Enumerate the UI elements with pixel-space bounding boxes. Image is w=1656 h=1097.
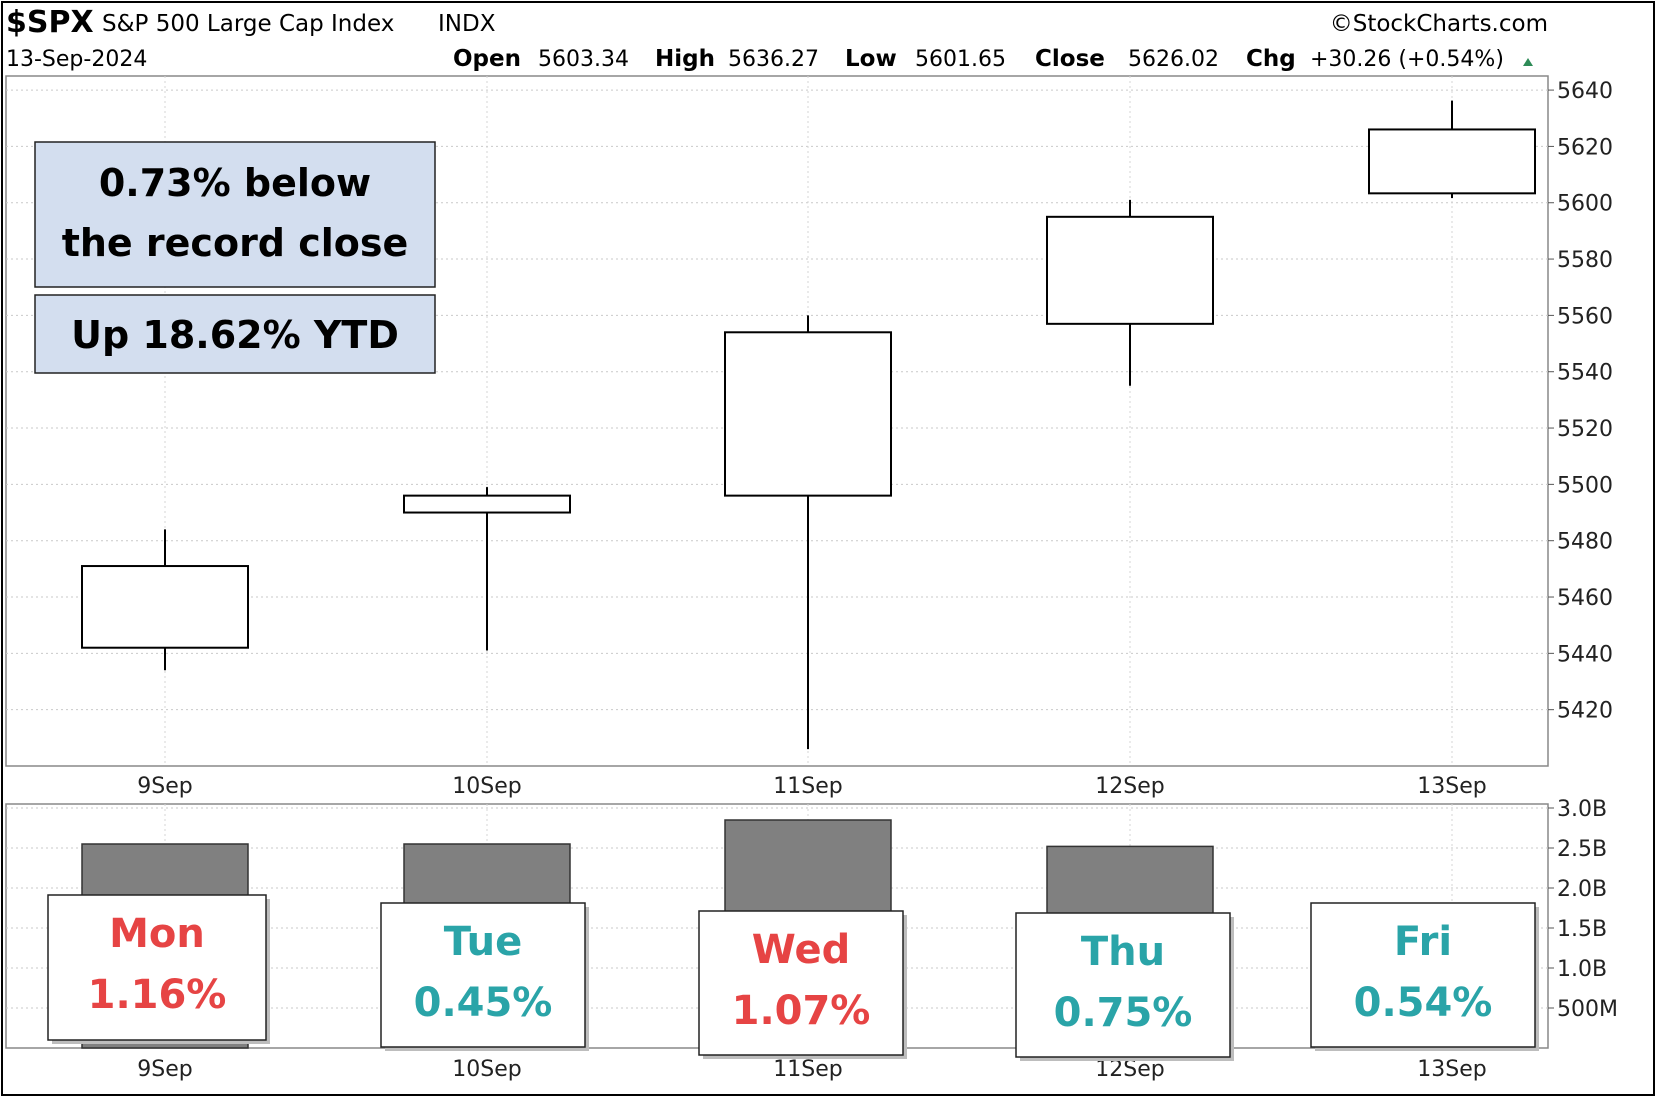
candle-body — [403, 494, 571, 514]
day-name: Fri — [1394, 919, 1452, 965]
watermark: ©StockCharts.com — [1330, 11, 1548, 37]
index-name: S&P 500 Large Cap Index — [102, 11, 394, 37]
chart-date: 13-Sep-2024 — [6, 47, 147, 72]
volume-x-axis: 9Sep 10Sep 11Sep 12Sep 13Sep — [137, 1057, 1486, 1082]
price-tick-label: 5520 — [1557, 417, 1613, 442]
candles — [81, 100, 1536, 750]
day-percent-change: 1.07% — [732, 988, 871, 1034]
high-value: 5636.27 — [728, 47, 819, 72]
volume-tick-label: 1.0B — [1557, 957, 1607, 982]
volume-x-tick-label: 10Sep — [452, 1057, 521, 1082]
chg-value: +30.26 (+0.54%) — [1310, 47, 1504, 72]
day-percent-change: 0.45% — [414, 980, 553, 1026]
candle-body — [81, 565, 249, 649]
day-label-tue: Tue 0.45% — [380, 902, 589, 1051]
open-label: Open — [453, 46, 521, 72]
price-x-tick-label: 11Sep — [773, 774, 842, 799]
low-value: 5601.65 — [915, 47, 1006, 72]
ohlc-readout: Open 5603.34 High 5636.27 Low 5601.65 Cl… — [453, 46, 1533, 72]
volume-tick-label: 2.0B — [1557, 877, 1607, 902]
price-x-axis: 9Sep 10Sep 11Sep 12Sep 13Sep — [137, 774, 1486, 799]
ytd-callout: Up 18.62% YTD — [34, 294, 436, 374]
chg-label: Chg — [1246, 46, 1296, 72]
volume-x-tick-label: 11Sep — [773, 1057, 842, 1082]
volume-y-axis: 500M 1.0B 1.5B 2.0B 2.5B 3.0B — [1548, 797, 1618, 1022]
price-x-tick-label: 10Sep — [452, 774, 521, 799]
price-y-axis: 5420 5440 5460 5480 5500 5520 5540 5560 5580 5600… — [1548, 79, 1613, 724]
ytd-callout-box — [34, 294, 436, 374]
price-tick-label: 5600 — [1557, 192, 1613, 217]
price-x-tick-label: 9Sep — [137, 774, 192, 799]
price-tick-label: 5420 — [1557, 699, 1613, 724]
price-x-tick-label: 12Sep — [1095, 774, 1164, 799]
symbol: $SPX — [6, 5, 94, 40]
record-callout: 0.73% below the record close — [34, 141, 436, 288]
day-label-thu: Thu 0.75% — [1015, 912, 1234, 1061]
day-label-box — [380, 902, 586, 1048]
candle-body — [1368, 128, 1536, 195]
high-label: High — [655, 46, 715, 72]
price-tick-label: 5640 — [1557, 79, 1613, 104]
price-tick-label: 5540 — [1557, 361, 1613, 386]
day-label-mon: Mon 1.16% — [47, 894, 270, 1044]
price-tick-label: 5460 — [1557, 586, 1613, 611]
low-label: Low — [845, 46, 897, 72]
volume-x-tick-label: 9Sep — [137, 1057, 192, 1082]
day-percent-change: 0.54% — [1354, 980, 1493, 1026]
volume-x-tick-label: 12Sep — [1095, 1057, 1164, 1082]
price-tick-label: 5560 — [1557, 304, 1613, 329]
day-label-wed: Wed 1.07% — [698, 910, 907, 1059]
candle-body — [724, 331, 892, 497]
volume-tick-label: 500M — [1557, 997, 1618, 1022]
record-callout-line1: 0.73% below — [99, 161, 371, 205]
ytd-callout-text: Up 18.62% YTD — [71, 313, 399, 357]
day-label-fri: Fri 0.54% — [1310, 902, 1539, 1051]
volume-tick-label: 3.0B — [1557, 797, 1607, 822]
close-label: Close — [1035, 46, 1105, 72]
day-label-box — [47, 894, 267, 1041]
price-x-tick-label: 13Sep — [1417, 774, 1486, 799]
close-value: 5626.02 — [1128, 47, 1219, 72]
day-name: Wed — [752, 927, 850, 973]
up-arrow-icon — [1523, 58, 1533, 66]
day-name: Thu — [1081, 929, 1165, 975]
day-change-labels: Mon 1.16% Tue 0.45% Wed 1.07% Thu 0.75% Fri 0.54% — [47, 894, 1539, 1061]
volume-tick-label: 2.5B — [1557, 837, 1607, 862]
day-percent-change: 1.16% — [88, 972, 227, 1018]
price-tick-label: 5440 — [1557, 642, 1613, 667]
day-percent-change: 0.75% — [1054, 990, 1193, 1036]
open-value: 5603.34 — [538, 47, 629, 72]
price-tick-label: 5500 — [1557, 473, 1613, 498]
day-label-box — [698, 910, 904, 1056]
record-callout-line2: the record close — [62, 221, 409, 265]
volume-tick-label: 1.5B — [1557, 917, 1607, 942]
price-tick-label: 5580 — [1557, 248, 1613, 273]
day-name: Tue — [444, 919, 523, 965]
volume-x-tick-label: 13Sep — [1417, 1057, 1486, 1082]
candle-body — [1046, 215, 1214, 325]
record-callout-box — [34, 141, 436, 288]
price-tick-label: 5480 — [1557, 530, 1613, 555]
exchange: INDX — [438, 11, 496, 37]
day-name: Mon — [109, 911, 205, 957]
price-gridlines — [6, 89, 1548, 711]
day-label-box — [1015, 912, 1231, 1058]
price-tick-label: 5620 — [1557, 135, 1613, 160]
day-label-box — [1310, 902, 1536, 1048]
